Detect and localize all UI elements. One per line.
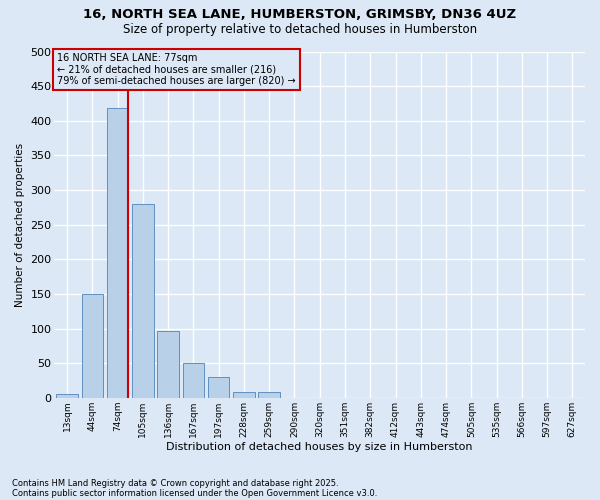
Text: Contains HM Land Registry data © Crown copyright and database right 2025.: Contains HM Land Registry data © Crown c… [12,478,338,488]
Y-axis label: Number of detached properties: Number of detached properties [15,142,25,306]
X-axis label: Distribution of detached houses by size in Humberston: Distribution of detached houses by size … [166,442,473,452]
Bar [259,392,280,398]
Bar [182,363,204,398]
Text: Size of property relative to detached houses in Humberston: Size of property relative to detached ho… [123,22,477,36]
Bar [208,377,229,398]
Bar [157,330,179,398]
Text: 16 NORTH SEA LANE: 77sqm
← 21% of detached houses are smaller (216)
79% of semi-: 16 NORTH SEA LANE: 77sqm ← 21% of detach… [57,53,296,86]
Bar [56,394,78,398]
Bar [132,204,154,398]
Bar [107,108,128,398]
Bar [233,392,254,398]
Text: Contains public sector information licensed under the Open Government Licence v3: Contains public sector information licen… [12,488,377,498]
Text: 16, NORTH SEA LANE, HUMBERSTON, GRIMSBY, DN36 4UZ: 16, NORTH SEA LANE, HUMBERSTON, GRIMSBY,… [83,8,517,20]
Bar [82,294,103,398]
